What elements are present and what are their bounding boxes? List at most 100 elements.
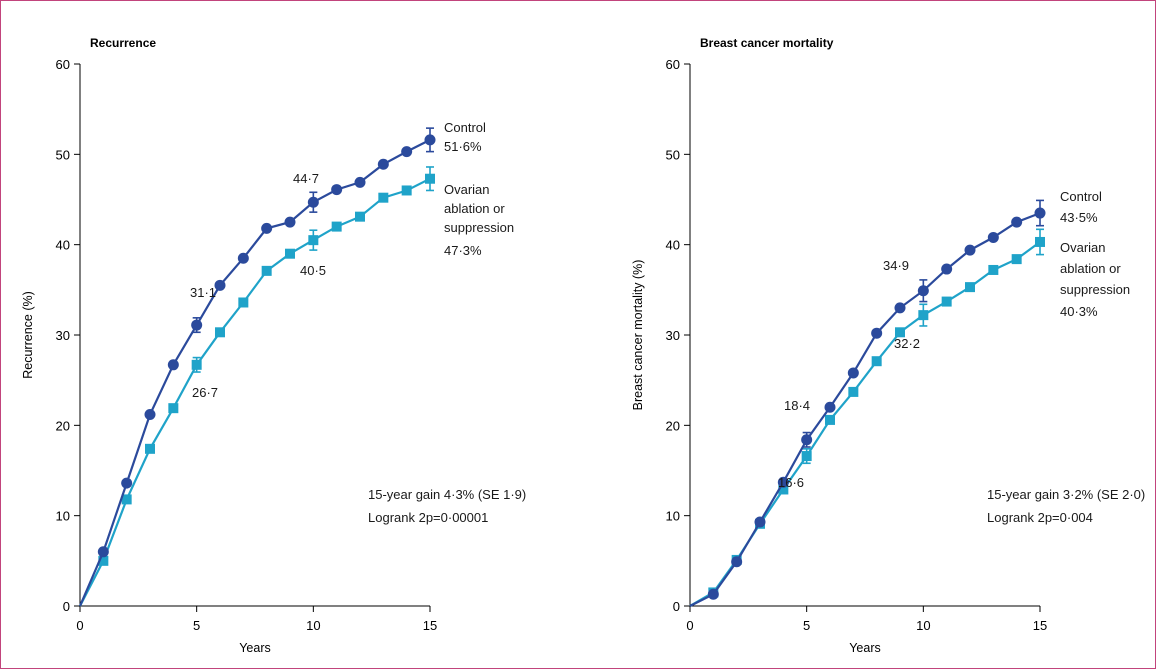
data-label: 16·6: [778, 475, 804, 490]
control-data-point: [801, 434, 813, 446]
treatment-data-point: [355, 211, 365, 222]
control-data-point: [987, 231, 999, 243]
control-data-point: [941, 263, 953, 275]
data-label: 18·4: [784, 398, 810, 413]
control-data-point: [707, 588, 719, 600]
treatment-data-point: [1035, 236, 1045, 247]
treatment-series-label: 40·3%: [1060, 304, 1098, 319]
data-label: 34·9: [883, 258, 909, 273]
data-label: 40·5: [300, 263, 326, 278]
treatment-data-point: [98, 555, 109, 566]
y-tick-label: 10: [56, 509, 70, 524]
treatment-data-point: [871, 356, 882, 367]
treatment-data-point: [778, 484, 789, 495]
treatment-data-point: [121, 494, 132, 505]
treatment-series-label: ablation or: [1060, 261, 1121, 276]
data-label: 26·7: [192, 385, 218, 400]
treatment-series-label: ablation or: [444, 201, 505, 216]
y-tick-label: 0: [63, 599, 70, 614]
treatment-series-label: Ovarian: [1060, 240, 1106, 255]
control-data-point: [777, 476, 789, 488]
control-data-point: [424, 134, 436, 146]
data-label: 44·7: [293, 171, 319, 186]
y-axis-label: Recurrence (%): [21, 291, 35, 379]
treatment-series-label: 47·3%: [444, 243, 482, 258]
stats-text: Logrank 2p=0·00001: [368, 510, 488, 525]
treatment-data-point: [401, 185, 412, 196]
data-label: 31·1: [190, 285, 216, 300]
x-tick-label: 10: [306, 618, 320, 633]
treatment-data-point: [191, 359, 202, 370]
treatment-data-point: [308, 235, 319, 246]
x-tick-label: 0: [76, 618, 83, 633]
treatment-data-point: [1011, 254, 1022, 265]
x-tick-label: 0: [686, 618, 693, 633]
control-series-label: Control: [444, 120, 486, 135]
control-data-point: [167, 359, 179, 371]
y-tick-label: 60: [666, 57, 680, 72]
y-tick-label: 40: [56, 238, 70, 253]
treatment-data-point: [285, 248, 295, 259]
treatment-series-label: suppression: [1060, 282, 1130, 297]
control-data-point: [354, 176, 366, 188]
control-data-point: [1011, 216, 1023, 228]
stats-text: 15-year gain 4·3% (SE 1·9): [368, 487, 526, 502]
x-tick-label: 15: [423, 618, 437, 633]
y-tick-label: 30: [56, 328, 70, 343]
control-data-point: [894, 302, 906, 314]
control-series-line: [689, 212, 1041, 607]
control-data-point: [754, 516, 766, 528]
chart-title: Recurrence: [90, 36, 156, 50]
control-data-point: [1034, 207, 1046, 219]
control-data-point: [191, 319, 203, 331]
control-data-point: [307, 196, 319, 208]
y-tick-label: 0: [673, 599, 680, 614]
x-tick-label: 15: [1033, 618, 1047, 633]
treatment-data-point: [801, 451, 812, 462]
treatment-data-point: [168, 403, 179, 414]
y-tick-label: 40: [666, 238, 680, 253]
treatment-data-point: [425, 173, 435, 184]
y-tick-label: 20: [666, 418, 680, 433]
control-data-point: [401, 146, 413, 158]
y-tick-label: 30: [666, 328, 680, 343]
control-data-point: [284, 216, 296, 228]
x-tick-label: 5: [193, 618, 200, 633]
treatment-series-label: Ovarian: [444, 182, 490, 197]
treatment-data-point: [238, 297, 249, 308]
chart-panel-2: Breast cancer mortality 0 10 20 30 40 50 60 0 5 10…: [631, 36, 1145, 655]
control-data-point: [917, 285, 929, 297]
treatment-data-point: [331, 221, 342, 232]
y-tick-label: 20: [56, 418, 70, 433]
control-series-line: [78, 138, 431, 607]
x-tick-label: 10: [916, 618, 930, 633]
treatment-data-point: [895, 327, 905, 338]
treatment-data-point: [825, 414, 835, 425]
y-axis-label: Breast cancer mortality (%): [631, 260, 645, 411]
control-data-point: [97, 546, 109, 558]
control-data-point: [331, 184, 343, 196]
y-tick-label: 60: [56, 57, 70, 72]
control-data-point: [144, 408, 156, 420]
control-data-point: [731, 556, 743, 568]
control-data-point: [121, 477, 133, 489]
control-data-point: [214, 279, 226, 291]
control-data-point: [237, 252, 249, 264]
treatment-data-point: [965, 282, 975, 293]
treatment-data-point: [261, 265, 272, 276]
control-data-point: [871, 327, 883, 339]
treatment-data-point: [918, 310, 929, 321]
x-axis-label: Years: [849, 641, 881, 655]
treatment-data-point: [848, 386, 859, 397]
y-tick-label: 10: [666, 509, 680, 524]
control-data-point: [964, 244, 976, 256]
control-data-point: [847, 367, 859, 379]
stats-text: 15-year gain 3·2% (SE 2·0): [987, 487, 1145, 502]
treatment-data-point: [941, 296, 952, 307]
treatment-data-point: [378, 192, 389, 203]
stats-text: Logrank 2p=0·004: [987, 510, 1093, 525]
x-tick-label: 5: [803, 618, 810, 633]
treatment-series-label: suppression: [444, 220, 514, 235]
